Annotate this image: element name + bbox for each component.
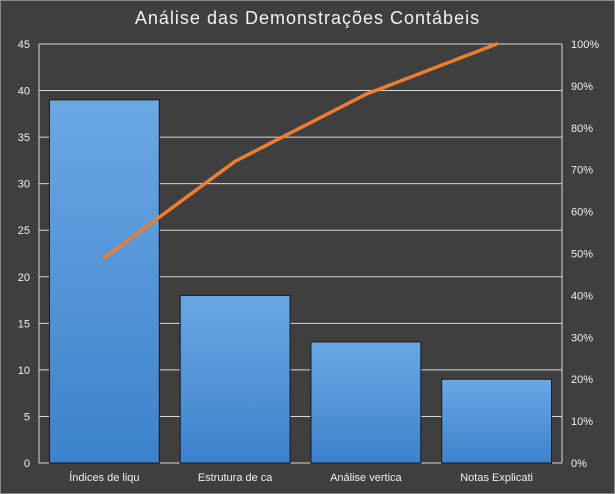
gridlines <box>38 43 563 464</box>
y2-tick-label: 90% <box>571 81 593 93</box>
bar <box>441 378 553 464</box>
y2-tick-label: 40% <box>571 290 593 302</box>
cumulative-line <box>102 42 499 260</box>
bar <box>179 294 291 464</box>
y2-tick-label: 0% <box>571 458 587 470</box>
bar <box>48 99 160 464</box>
x-tick-label: Estrutura de ca <box>198 472 273 484</box>
y2-tick-label: 10% <box>571 416 593 428</box>
y-tick-label: 40 <box>18 86 30 98</box>
y2-tick-label: 20% <box>571 374 593 386</box>
y-tick-label: 35 <box>18 132 30 144</box>
y2-tick-label: 100% <box>571 39 599 51</box>
y2-tick-label: 50% <box>571 249 593 261</box>
y-tick-label: 5 <box>24 411 30 423</box>
y-tick-label: 15 <box>18 318 30 330</box>
y-tick-label: 45 <box>18 39 30 51</box>
y-tick-label: 20 <box>18 272 30 284</box>
bars <box>48 99 553 464</box>
y2-tick-label: 80% <box>571 123 593 135</box>
y2-tick-label: 60% <box>571 207 593 219</box>
chart-title: Análise das Demonstrações Contábeis <box>134 8 481 28</box>
y-tick-label: 10 <box>18 365 30 377</box>
y-tick-label: 30 <box>18 179 30 191</box>
x-axis: Índices de liqu Estrutura de ca Análise ve… <box>69 471 533 484</box>
bar <box>310 341 422 464</box>
y-tick-label: 0 <box>24 458 30 470</box>
x-tick-label: Análise vertica <box>330 472 402 484</box>
y2-tick-label: 70% <box>571 165 593 177</box>
secondary-y-axis: 0% 10% 20% 30% 40% 50% 60% 70% 80% 90% 100% <box>571 39 599 470</box>
y2-tick-label: 30% <box>571 332 593 344</box>
y-tick-label: 25 <box>18 225 30 237</box>
cumulative-percent-line <box>102 42 499 260</box>
x-tick-label: Notas Explicati <box>460 472 533 484</box>
x-tick-label: Índices de liqu <box>69 471 139 484</box>
primary-y-axis: 0 5 10 15 20 25 30 35 40 45 <box>18 39 30 470</box>
